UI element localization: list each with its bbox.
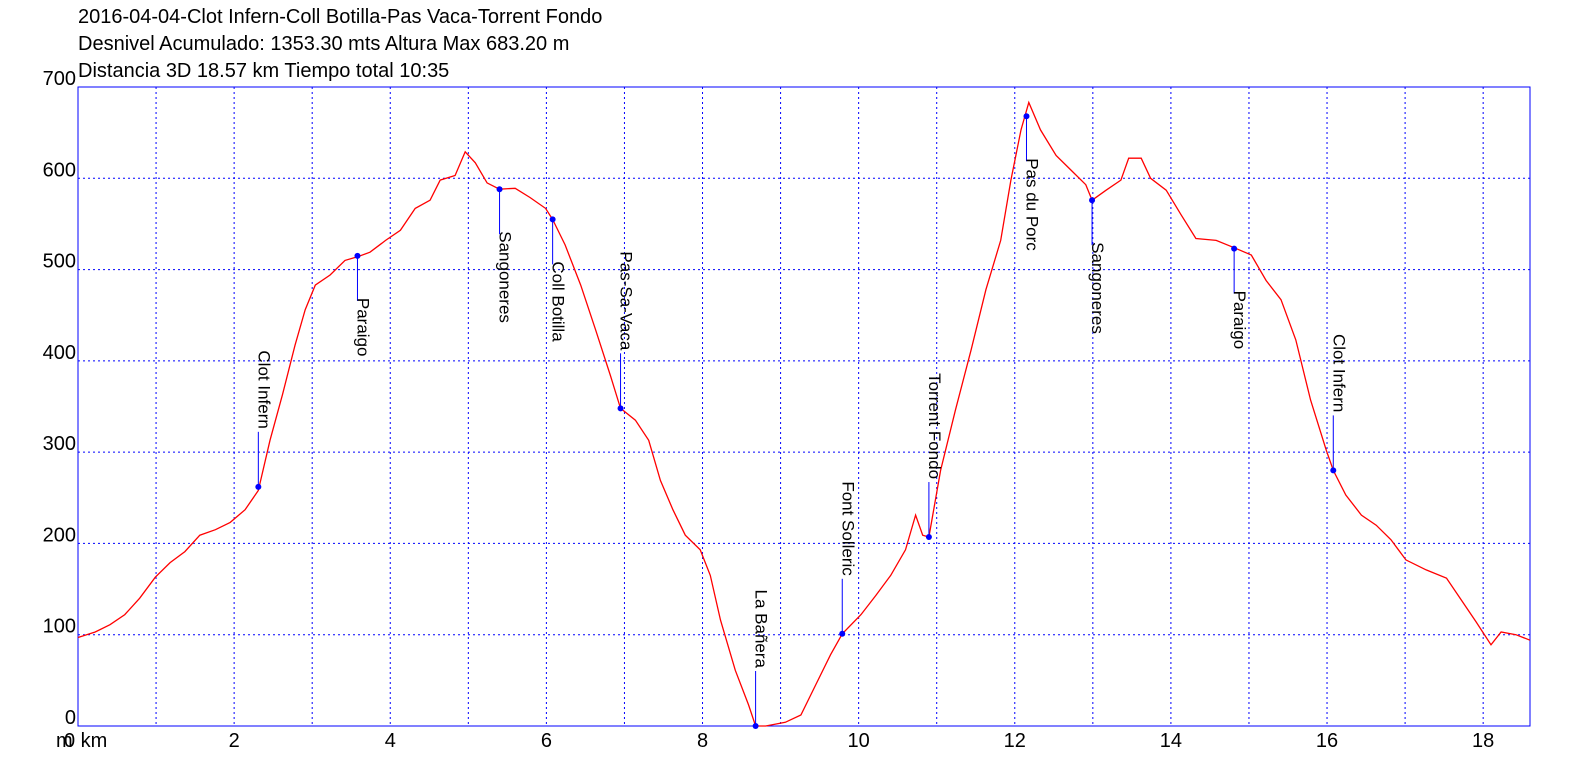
chart-title: Distancia 3D 18.57 km Tiempo total 10:35 bbox=[78, 60, 449, 82]
elevation-line bbox=[77, 100, 1531, 727]
waypoint-label: Sangoneres bbox=[1088, 242, 1107, 334]
x-tick-label: 6 bbox=[541, 730, 552, 752]
waypoint-marker bbox=[255, 483, 262, 490]
waypoint-label: Clot Infern bbox=[254, 350, 273, 428]
waypoint-label: Font Solleric bbox=[838, 481, 857, 576]
waypoint-marker bbox=[1089, 197, 1096, 204]
waypoint-marker bbox=[496, 186, 503, 193]
y-tick-label: 0 bbox=[65, 707, 76, 729]
waypoint-label: Coll Botilla bbox=[549, 261, 568, 342]
waypoint-label: Clot Infern bbox=[1329, 334, 1348, 412]
waypoint-label: La Bañera bbox=[752, 590, 771, 669]
waypoint-label: Torrent Fondo bbox=[925, 373, 944, 479]
waypoint-marker bbox=[1023, 113, 1030, 120]
x-tick-label: 2 bbox=[229, 730, 240, 752]
waypoint-marker bbox=[925, 534, 932, 541]
x-tick-label: 12 bbox=[1004, 730, 1026, 752]
x-tick-label: 14 bbox=[1160, 730, 1182, 752]
plot-frame bbox=[77, 86, 1531, 727]
chart-title: Desnivel Acumulado: 1353.30 mts Altura M… bbox=[78, 33, 569, 55]
waypoint-marker bbox=[354, 252, 361, 259]
x-tick-label: 16 bbox=[1316, 730, 1338, 752]
x-tick-label: 8 bbox=[697, 730, 708, 752]
waypoint-label: Pas du Porc bbox=[1022, 158, 1041, 251]
x-tick-label: 4 bbox=[385, 730, 396, 752]
waypoint-marker bbox=[1330, 467, 1337, 474]
y-tick-label: 100 bbox=[43, 616, 76, 638]
x-tick-label: 10 bbox=[848, 730, 870, 752]
waypoint-label: Paraigo bbox=[1230, 291, 1249, 350]
x-tick-label: 0 km bbox=[64, 730, 107, 752]
x-tick-label: 18 bbox=[1472, 730, 1494, 752]
y-tick-label: 500 bbox=[43, 251, 76, 273]
waypoint-marker bbox=[617, 405, 624, 412]
y-tick-label: 400 bbox=[43, 342, 76, 364]
y-tick-label: 600 bbox=[43, 159, 76, 181]
waypoint-label: Pas-Sa-Vaca bbox=[617, 251, 636, 350]
waypoint-marker bbox=[839, 630, 846, 637]
waypoint-label: Sangoneres bbox=[496, 231, 515, 323]
y-tick-label: 300 bbox=[43, 433, 76, 455]
waypoint-marker bbox=[752, 723, 759, 729]
waypoint-marker bbox=[1231, 245, 1238, 252]
chart-title: 2016-04-04-Clot Infern-Coll Botilla-Pas … bbox=[78, 6, 602, 28]
y-tick-label: 200 bbox=[43, 524, 76, 546]
waypoint-marker bbox=[549, 216, 556, 223]
waypoint-label: Paraigo bbox=[353, 298, 372, 357]
y-unit-label: m bbox=[56, 730, 73, 752]
y-tick-label: 700 bbox=[43, 68, 76, 90]
